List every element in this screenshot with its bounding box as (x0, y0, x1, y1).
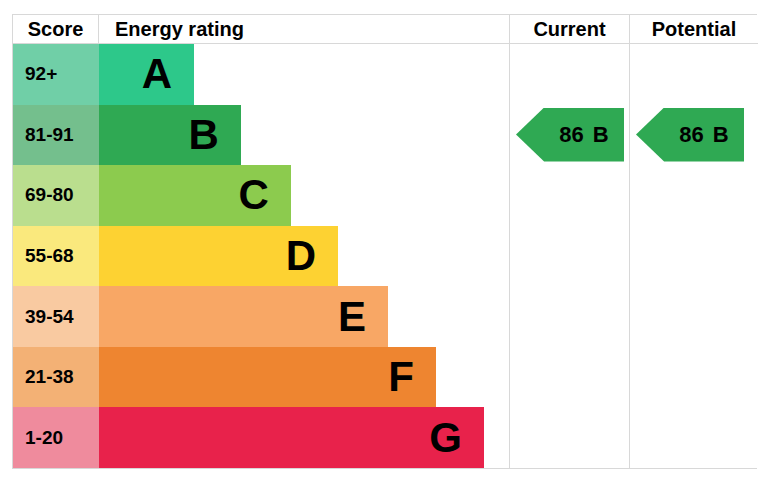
score-range-a: 92+ (13, 44, 99, 105)
band-bar-e: E (99, 286, 388, 347)
band-row-g: G (99, 407, 509, 468)
current-rating-value: 86 (559, 122, 583, 148)
band-bar-g: G (99, 407, 484, 468)
potential-rating-arrow: 86 B (636, 108, 744, 162)
band-bar-a: A (99, 44, 194, 105)
band-letter-c: C (239, 174, 269, 216)
epc-energy-rating-chart: Score Energy rating Current Potential 92… (0, 0, 768, 485)
potential-column-body: 86 B (629, 44, 758, 468)
current-header-label: Current (533, 18, 605, 41)
current-rating-letter: B (593, 122, 609, 148)
band-letter-g: G (429, 417, 462, 459)
band-letter-a: A (142, 53, 172, 95)
column-header-potential: Potential (629, 15, 758, 44)
band-letter-b: B (189, 114, 219, 156)
column-header-score: Score (13, 15, 99, 44)
band-letter-f: F (388, 356, 414, 398)
potential-rating-value: 86 (679, 122, 703, 148)
band-row-d: D (99, 226, 509, 287)
column-header-current: Current (509, 15, 629, 44)
score-range-b: 81-91 (13, 105, 99, 166)
band-letter-d: D (286, 235, 316, 277)
band-row-a: A (99, 44, 509, 105)
potential-header-label: Potential (652, 18, 736, 41)
band-bar-f: F (99, 347, 436, 408)
band-row-b: B (99, 105, 509, 166)
column-header-energy-rating: Energy rating (99, 15, 509, 44)
energy-rating-header-label: Energy rating (115, 18, 244, 41)
band-bar-d: D (99, 226, 338, 287)
band-bar-c: C (99, 165, 291, 226)
current-rating-arrow: 86 B (516, 108, 624, 162)
band-bar-b: B (99, 105, 241, 166)
score-range-g: 1-20 (13, 407, 99, 468)
potential-rating-letter: B (713, 122, 729, 148)
score-range-d: 55-68 (13, 226, 99, 287)
current-column-body: 86 B (509, 44, 629, 468)
band-row-c: C (99, 165, 509, 226)
score-range-f: 21-38 (13, 347, 99, 408)
epc-table: Score Energy rating Current Potential 92… (12, 14, 757, 469)
score-range-c: 69-80 (13, 165, 99, 226)
band-row-e: E (99, 286, 509, 347)
band-row-f: F (99, 347, 509, 408)
band-letter-e: E (338, 296, 366, 338)
score-header-label: Score (28, 18, 84, 41)
score-range-e: 39-54 (13, 286, 99, 347)
